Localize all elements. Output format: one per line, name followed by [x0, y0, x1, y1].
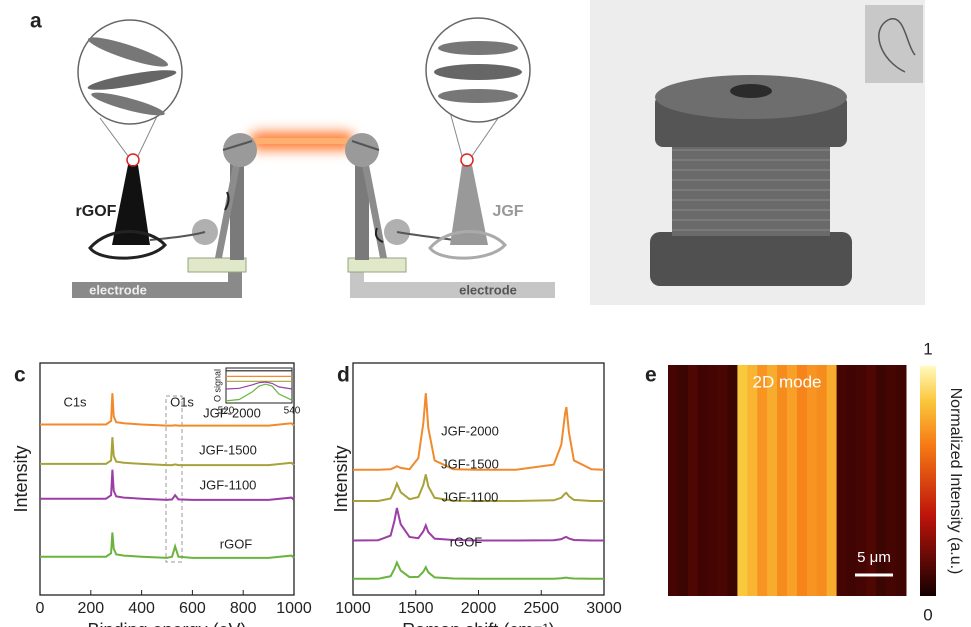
panel-label: c — [14, 364, 26, 387]
spool-flange — [650, 232, 852, 286]
figure: a rGOF JGF electrode — [0, 0, 971, 627]
y-axis-label: O signal — [212, 369, 222, 402]
map-label: 2D mode — [753, 372, 822, 391]
x-tick-label: 2500 — [523, 600, 559, 617]
sheet — [438, 89, 518, 103]
heatmap-column — [847, 365, 857, 596]
heatmap-column — [777, 365, 787, 596]
x-tick-label: 200 — [77, 600, 104, 617]
heatmap-column — [797, 365, 807, 596]
series-label: JGF-1100 — [442, 489, 499, 504]
heatmap-column — [896, 365, 906, 596]
electrode-label: electrode — [459, 282, 517, 297]
scale-bar-label: 5 μm — [857, 549, 891, 566]
spectrum-line — [40, 532, 294, 558]
y-axis-label: Intensity — [11, 445, 31, 512]
peak-label: C1s — [63, 394, 87, 409]
heatmap-column — [728, 365, 738, 596]
panel-a-diagram: a rGOF JGF electrode — [30, 10, 555, 298]
inset-photo — [865, 5, 923, 83]
heatmap-column — [708, 365, 718, 596]
x-tick-label: 600 — [179, 600, 206, 617]
heatmap-column — [817, 365, 827, 596]
fiber-label: JGF — [492, 203, 523, 220]
heatmap-column — [688, 365, 698, 596]
peak-label: O1s — [170, 394, 194, 409]
spool-body — [672, 140, 830, 236]
x-tick-label: 1500 — [398, 600, 434, 617]
zoom-marker — [461, 154, 473, 166]
x-tick-label: 520 — [218, 406, 235, 417]
spectrum-line — [353, 563, 604, 579]
x-tick-label: 1000 — [335, 600, 371, 617]
colorbar — [920, 366, 936, 596]
heatmap-column — [678, 365, 688, 596]
heated-fiber — [252, 138, 352, 144]
base — [188, 258, 246, 272]
fiber-label: rGOF — [76, 203, 117, 220]
roller — [345, 133, 379, 167]
series-label: JGF-1100 — [200, 477, 257, 492]
series-label: rGOF — [220, 536, 253, 551]
heatmap-column — [767, 365, 777, 596]
colorbar-tick-label: 1 — [923, 339, 932, 358]
x-tick-label: 800 — [230, 600, 257, 617]
plot-frame — [226, 368, 292, 403]
o1s-highlight — [166, 396, 182, 562]
plot-frame — [353, 363, 604, 595]
sheet — [434, 64, 522, 80]
colorbar-tick-label: 0 — [923, 605, 932, 624]
x-tick-label: 400 — [128, 600, 155, 617]
zoom-marker — [127, 154, 139, 166]
electrode-right — [350, 282, 555, 298]
electrode-label: electrode — [89, 282, 147, 297]
x-tick-label: 540 — [284, 406, 301, 417]
series-label: JGF-1500 — [199, 442, 257, 457]
base — [348, 258, 406, 272]
sheet — [438, 41, 518, 55]
x-tick-label: 2000 — [461, 600, 497, 617]
heatmap-column — [698, 365, 708, 596]
panel-label: e — [645, 364, 657, 387]
series-label: JGF-1500 — [441, 456, 499, 471]
heatmap-column — [747, 365, 757, 596]
series-label: rGOF — [450, 534, 483, 549]
heatmap-column — [668, 365, 678, 596]
roller — [223, 133, 257, 167]
heatmap-column — [718, 365, 728, 596]
heatmap-column — [807, 365, 817, 596]
heatmap-column — [787, 365, 797, 596]
heatmap-column — [737, 365, 747, 596]
spool-hole — [730, 84, 772, 98]
heatmap-column — [827, 365, 837, 596]
heatmap-column — [757, 365, 767, 596]
panel-b-photo: b — [590, 0, 925, 305]
panel-label: d — [337, 364, 350, 387]
series-label: JGF-2000 — [441, 423, 499, 438]
x-tick-label: 0 — [36, 600, 45, 617]
x-tick-label: 1000 — [276, 600, 312, 617]
y-axis-label: Intensity — [331, 445, 351, 512]
colorbar-label: Normalized Intensity (a.u.) — [947, 388, 964, 575]
panel-label: a — [30, 10, 42, 33]
x-axis-label: Binding energy (eV) — [87, 620, 246, 627]
x-axis-label: Raman shift (cm⁻¹) — [402, 620, 555, 627]
x-tick-label: 3000 — [586, 600, 622, 617]
heatmap-column — [837, 365, 847, 596]
